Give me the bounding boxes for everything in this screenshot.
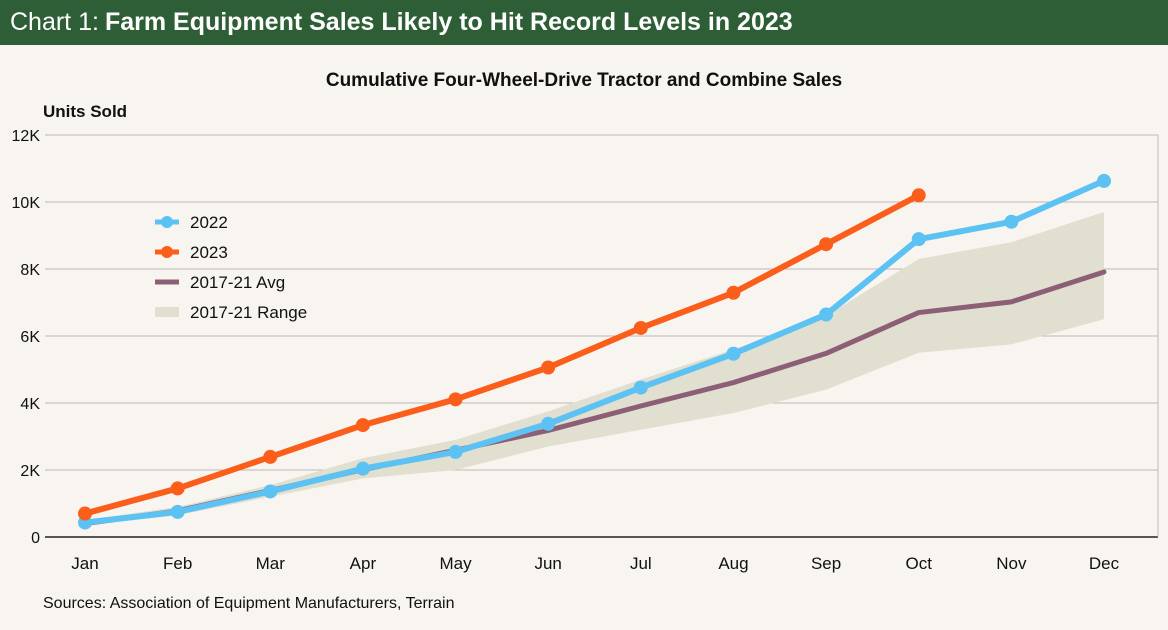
y-tick-label: 4K (20, 396, 40, 413)
y-tick-label: 0 (31, 530, 40, 547)
range-band (85, 212, 1104, 526)
point-2022 (355, 461, 370, 476)
legend: 2022 2023 2017-21 Avg 2017-21 Range (155, 213, 307, 322)
point-2023 (78, 506, 92, 521)
point-2023 (819, 237, 834, 252)
x-axis-ticks: Jan Feb Mar Apr May Jun Jul Aug Sep Oct Nov Dec (71, 554, 1119, 573)
point-2023 (170, 481, 185, 496)
x-tick-label: Jul (630, 554, 652, 573)
y-tick-label: 6K (20, 329, 40, 346)
legend-marker-2022 (161, 216, 173, 228)
legend-label-2023: 2023 (190, 243, 228, 262)
point-2022 (1097, 173, 1111, 188)
point-2022 (1004, 214, 1019, 229)
chart-header: Chart 1: Farm Equipment Sales Likely to … (0, 0, 1168, 45)
x-tick-label: Sep (811, 554, 841, 573)
y-tick-label: 12K (12, 128, 41, 145)
point-2022 (263, 484, 278, 499)
series-line-2023 (82, 192, 922, 517)
point-2023 (448, 392, 463, 407)
legend-marker-2023 (161, 246, 173, 258)
point-2022 (726, 346, 741, 361)
point-2022 (170, 504, 185, 519)
point-2022 (541, 416, 556, 431)
x-tick-label: Jan (71, 554, 98, 573)
point-2023 (263, 449, 278, 464)
point-2023 (541, 360, 556, 375)
legend-label-2017-21-avg: 2017-21 Avg (190, 273, 285, 292)
x-tick-label: Oct (906, 554, 933, 573)
point-2022 (633, 380, 648, 395)
x-tick-label: Feb (163, 554, 192, 573)
legend-label-2017-21-range: 2017-21 Range (190, 303, 307, 322)
chart-headline: Farm Equipment Sales Likely to Hit Recor… (104, 8, 793, 36)
point-2023 (911, 188, 926, 203)
y-tick-label: 2K (20, 463, 40, 480)
source-note: Sources: Association of Equipment Manufa… (43, 595, 455, 612)
legend-swatch-2017-21-range (155, 307, 179, 317)
legend-label-2022: 2022 (190, 213, 228, 232)
point-2023 (355, 418, 370, 433)
chart-number: Chart 1: (10, 8, 99, 36)
series-layer (78, 173, 1111, 530)
y-tick-label: 10K (12, 195, 41, 212)
x-tick-label: May (439, 554, 472, 573)
y-axis-label: Units Sold (43, 102, 127, 121)
series-line-2022 (82, 177, 1107, 526)
y-tick-label: 8K (20, 262, 40, 279)
point-2022 (911, 232, 926, 247)
x-tick-label: Nov (996, 554, 1027, 573)
point-2023 (633, 320, 648, 335)
y-axis-ticks: 0 2K 4K 6K 8K 10K 12K (12, 128, 41, 547)
x-tick-label: Aug (718, 554, 748, 573)
range-band-layer (85, 212, 1104, 526)
x-tick-label: Mar (256, 554, 286, 573)
chart-title: Cumulative Four-Wheel-Drive Tractor and … (326, 70, 842, 91)
x-tick-label: Dec (1089, 554, 1120, 573)
x-tick-label: Apr (350, 554, 377, 573)
x-tick-label: Jun (534, 554, 561, 573)
point-2022 (819, 307, 834, 322)
point-2023 (726, 285, 741, 300)
point-2022 (448, 444, 463, 459)
